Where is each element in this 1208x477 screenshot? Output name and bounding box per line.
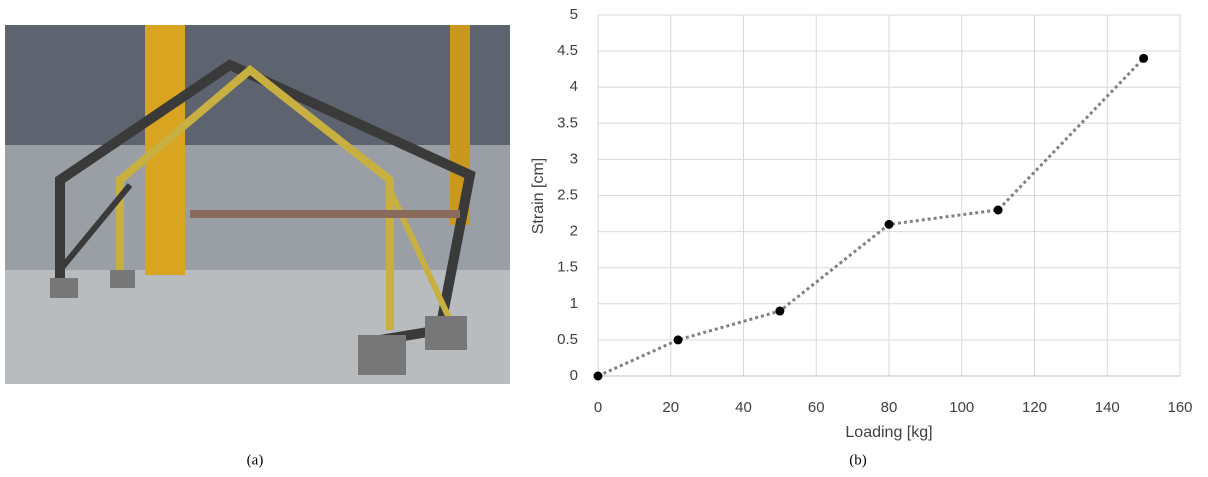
x-tick-label: 20 bbox=[662, 399, 679, 416]
x-axis-title: Loading [kg] bbox=[845, 424, 932, 441]
y-tick-label: 4.5 bbox=[557, 42, 578, 59]
data-point bbox=[884, 219, 894, 229]
y-tick-label: 0 bbox=[570, 367, 578, 384]
data-point bbox=[775, 306, 785, 316]
data-point bbox=[593, 371, 603, 381]
caption: (a) bbox=[247, 452, 264, 468]
caption: (b) bbox=[849, 452, 867, 468]
y-tick-label: 2 bbox=[570, 223, 578, 240]
photo-block bbox=[358, 335, 406, 375]
y-tick-label: 3.5 bbox=[557, 114, 578, 131]
photo-ceiling bbox=[5, 25, 510, 145]
photo-block bbox=[50, 278, 78, 298]
x-tick-label: 160 bbox=[1167, 399, 1192, 416]
y-tick-label: 1 bbox=[570, 295, 578, 312]
y-tick-label: 4 bbox=[570, 78, 578, 95]
x-tick-label: 40 bbox=[735, 399, 752, 416]
photo-frame bbox=[116, 64, 394, 330]
data-point bbox=[673, 335, 683, 345]
x-tick-label: 0 bbox=[594, 399, 602, 416]
y-tick-label: 0.5 bbox=[557, 331, 578, 348]
x-tick-label: 140 bbox=[1095, 399, 1120, 416]
photo-block bbox=[110, 270, 135, 288]
x-tick-label: 120 bbox=[1022, 399, 1047, 416]
y-axis-title: Strain [cm] bbox=[530, 158, 547, 234]
y-tick-label: 1.5 bbox=[557, 259, 578, 276]
y-tick-label: 5 bbox=[570, 6, 578, 23]
photo-table bbox=[190, 210, 460, 218]
data-point bbox=[993, 205, 1003, 215]
x-tick-label: 60 bbox=[808, 399, 825, 416]
y-tick-label: 2.5 bbox=[557, 186, 578, 203]
y-tick-label: 3 bbox=[570, 150, 578, 167]
photo-block bbox=[425, 316, 467, 350]
x-tick-label: 80 bbox=[881, 399, 898, 416]
x-tick-label: 100 bbox=[949, 399, 974, 416]
data-line bbox=[597, 57, 1145, 378]
photo bbox=[5, 25, 510, 384]
data-point bbox=[1139, 53, 1149, 63]
photo-brace bbox=[57, 183, 133, 272]
